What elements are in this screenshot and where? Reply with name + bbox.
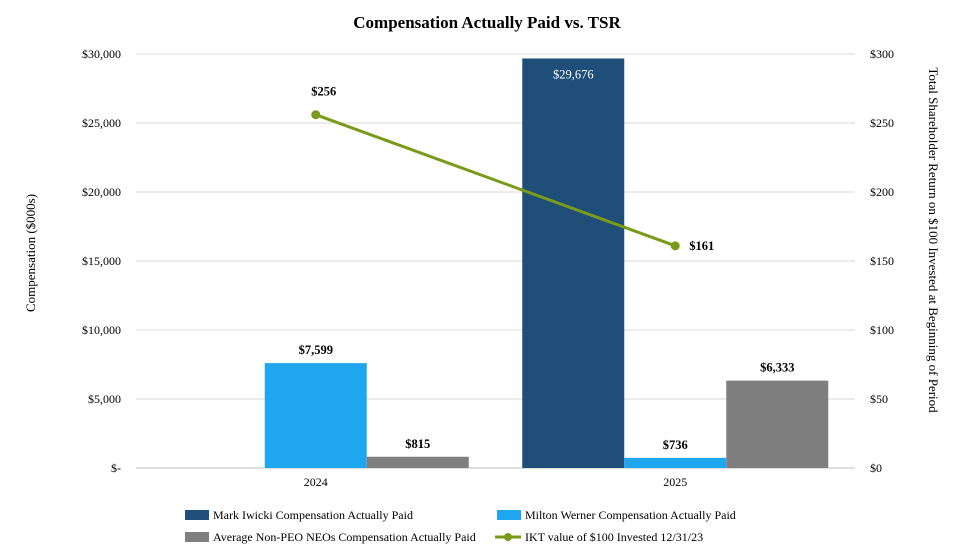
bar-data-label: $29,676 xyxy=(553,67,594,81)
left-axis-ticks: $- $5,000 $10,000 $15,000 $20,000 $25,000 $30,… xyxy=(82,47,121,475)
line-data-label: $161 xyxy=(689,239,714,253)
left-tick-label: $20,000 xyxy=(82,185,121,199)
legend-label: Mark Iwicki Compensation Actually Paid xyxy=(213,508,413,522)
right-axis-ticks: $0 $50 $100 $150 $200 $250 $300 xyxy=(870,47,894,475)
right-tick-label: $150 xyxy=(870,254,894,268)
left-axis-label: Compensation ($000s) xyxy=(23,194,38,312)
legend-marker xyxy=(504,533,512,541)
legend: Mark Iwicki Compensation Actually Paid Mi… xyxy=(185,508,736,544)
bar xyxy=(264,363,367,468)
right-tick-label: $300 xyxy=(870,47,894,61)
tsr-line xyxy=(315,113,676,248)
right-tick-label: $50 xyxy=(870,392,888,406)
left-tick-label: $5,000 xyxy=(88,392,121,406)
left-tick-label: $15,000 xyxy=(82,254,121,268)
bar xyxy=(522,58,625,469)
line-data-label: $256 xyxy=(311,85,336,99)
bar xyxy=(624,457,727,468)
bar-data-label: $736 xyxy=(663,438,688,452)
bars xyxy=(264,58,829,469)
data-labels: $7,599 $815 $29,676 $736 $6,333 $256 $161 xyxy=(299,67,795,451)
bar xyxy=(366,456,469,468)
bar xyxy=(726,380,829,468)
left-tick-label: $10,000 xyxy=(82,323,121,337)
left-tick-label: $25,000 xyxy=(82,116,121,130)
legend-label: IKT value of $100 Invested 12/31/23 xyxy=(525,530,703,544)
chart-title: Compensation Actually Paid vs. TSR xyxy=(353,13,621,32)
right-tick-label: $100 xyxy=(870,323,894,337)
legend-swatch xyxy=(497,510,521,520)
right-tick-label: $200 xyxy=(870,185,894,199)
x-axis-ticks: 2024 2025 xyxy=(304,475,688,489)
bar-data-label: $7,599 xyxy=(299,343,333,357)
gridlines xyxy=(136,53,855,469)
right-tick-label: $250 xyxy=(870,116,894,130)
right-axis-label: Total Shareholder Return on $100 Investe… xyxy=(926,67,941,413)
left-tick-label: $30,000 xyxy=(82,47,121,61)
legend-swatch xyxy=(185,532,209,542)
x-tick-label: 2025 xyxy=(663,475,687,489)
tsr-line-layer xyxy=(311,110,680,251)
tsr-point xyxy=(670,241,680,251)
legend-label: Average Non-PEO NEOs Compensation Actual… xyxy=(213,530,476,544)
bar-data-label: $6,333 xyxy=(760,361,794,375)
x-tick-label: 2024 xyxy=(304,475,328,489)
legend-label: Milton Werner Compensation Actually Paid xyxy=(525,508,736,522)
left-tick-label: $- xyxy=(111,461,121,475)
bar-data-label: $815 xyxy=(405,437,430,451)
legend-swatch xyxy=(185,510,209,520)
right-tick-label: $0 xyxy=(870,461,882,475)
tsr-point xyxy=(311,110,321,120)
